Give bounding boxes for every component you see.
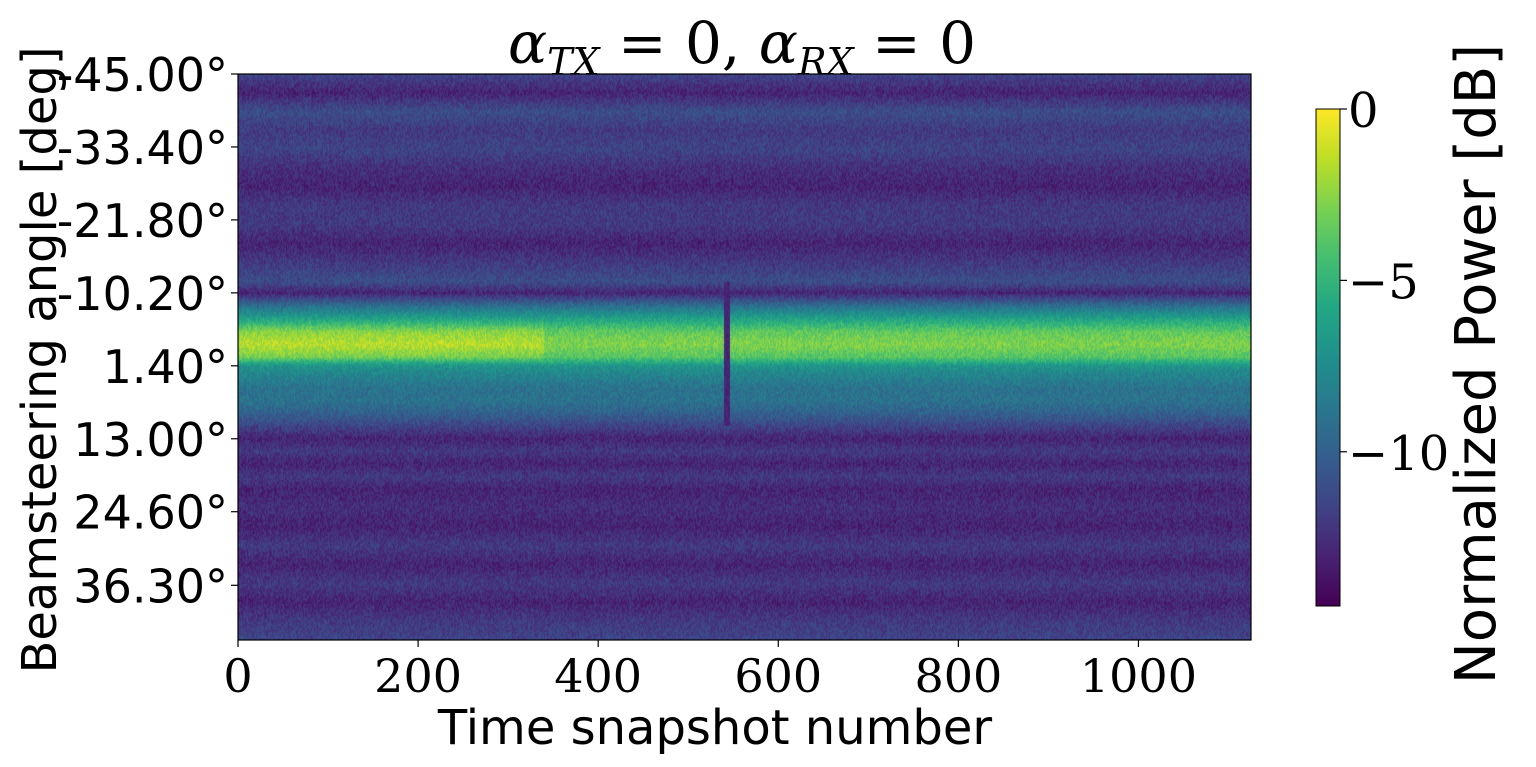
colorbar-tick-label: −10 bbox=[1348, 426, 1449, 482]
colorbar-gradient bbox=[1315, 108, 1341, 607]
y-tick-label: 13.00° bbox=[73, 413, 228, 467]
y-axis-label: Beamsteering angle [deg] bbox=[12, 46, 68, 673]
x-tick-label: 400 bbox=[554, 649, 642, 703]
title-alpha-tx: α bbox=[508, 9, 547, 77]
x-axis-ticks: 0 200 400 600 800 1000 bbox=[223, 640, 1197, 703]
x-tick-label: 0 bbox=[223, 649, 252, 703]
colorbar-tick-label: 0 bbox=[1348, 83, 1379, 139]
title-eq1: = 0, bbox=[600, 9, 759, 77]
x-tick-label: 800 bbox=[914, 649, 1002, 703]
plot-area bbox=[237, 73, 1252, 641]
title-eq2: = 0 bbox=[854, 9, 976, 77]
heatmap-image bbox=[238, 74, 1251, 640]
x-tick-label: 1000 bbox=[1080, 649, 1197, 703]
title-alpha-rx: α bbox=[759, 9, 798, 77]
y-tick-label: -33.40° bbox=[57, 121, 228, 175]
colorbar: 0 −5 −10 Normalized Power [dB] bbox=[1315, 44, 1509, 684]
colorbar-tick-label: −5 bbox=[1348, 254, 1419, 310]
y-tick-label: 24.60° bbox=[73, 486, 228, 540]
x-tick-label: 600 bbox=[734, 649, 822, 703]
y-tick-label: -10.20° bbox=[57, 267, 228, 321]
y-tick-label: 1.40° bbox=[103, 340, 228, 394]
chart-title: αTX = 0, αRX = 0 bbox=[508, 9, 976, 84]
x-axis-label: Time snapshot number bbox=[437, 700, 993, 756]
colorbar-ticks: 0 −5 −10 bbox=[1340, 83, 1449, 482]
colorbar-label: Normalized Power [dB] bbox=[1444, 44, 1509, 684]
y-axis-ticks: -45.00° -33.40° -21.80° -10.20° 1.40° 13.00° 2… bbox=[57, 48, 238, 613]
y-tick-label: -21.80° bbox=[57, 194, 228, 248]
y-tick-label: -45.00° bbox=[57, 48, 228, 102]
x-tick-label: 200 bbox=[374, 649, 462, 703]
plot-frame bbox=[237, 73, 1252, 641]
y-tick-label: 36.30° bbox=[73, 559, 228, 613]
